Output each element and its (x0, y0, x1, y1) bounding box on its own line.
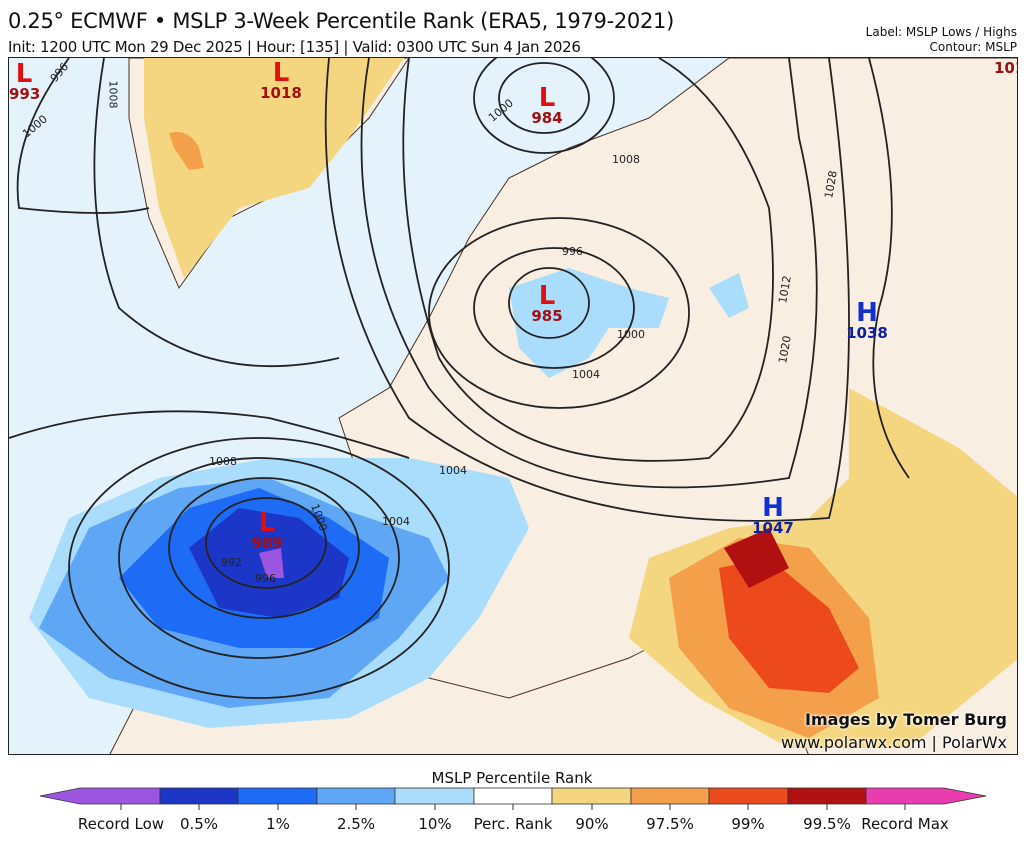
contour-label: 1008 (612, 153, 640, 166)
pressure-value: 993 (9, 85, 41, 103)
high-pressure-marker: H 1047 (751, 495, 795, 536)
contour-label: 996 (255, 572, 276, 585)
colorbar-segment (316, 787, 396, 805)
colorbar-label: 90% (575, 815, 609, 833)
colorbar-segment (630, 787, 710, 805)
map-subtitle: Init: 1200 UTC Mon 29 Dec 2025 | Hour: [… (8, 38, 581, 56)
contour-label: 1008 (209, 455, 237, 468)
pressure-value: 989 (251, 534, 283, 552)
colorbar-label: Perc. Rank (473, 815, 553, 833)
colorbar-segment (473, 787, 553, 805)
contour-label: 996 (562, 245, 583, 258)
colorbar-label: Record Low (77, 815, 165, 833)
low-symbol: L (15, 59, 33, 89)
colorbar (39, 787, 987, 810)
colorbar-segment (159, 787, 239, 805)
colorbar-label: 0.5% (179, 815, 219, 833)
colorbar-label: 10% (418, 815, 452, 833)
colorbar-title: MSLP Percentile Rank (431, 769, 593, 787)
colorbar-label: 2.5% (336, 815, 376, 833)
contour-info: Contour: MSLP (929, 40, 1017, 54)
map-shading (9, 58, 1017, 754)
pressure-value: 1038 (846, 324, 888, 342)
colorbar-segment (865, 787, 987, 805)
low-symbol: L (272, 58, 290, 88)
colorbar-segment (708, 787, 789, 805)
anomaly-rec-sw (259, 548, 284, 578)
pressure-value: 985 (531, 307, 563, 325)
pressure-value: 1018 (260, 84, 302, 102)
pressure-value: 984 (531, 109, 563, 127)
contour-label: 1004 (439, 464, 467, 477)
high-symbol: H (762, 493, 784, 523)
credit-website[interactable]: www.polarwx.com | PolarWx (780, 733, 1007, 752)
colorbar-label: 99% (731, 815, 765, 833)
low-pressure-marker-partial: 101 (994, 59, 1017, 77)
colorbar-segment (39, 787, 161, 805)
credit-author: Images by Tomer Burg (805, 710, 1007, 729)
weather-map: L 993 L 1018 L 984 L 985 L 989 H 1038 H … (8, 57, 1018, 755)
contour-label: 992 (221, 556, 242, 569)
contour-label: 1000 (617, 328, 645, 341)
map-title: 0.25° ECMWF • MSLP 3-Week Percentile Ran… (8, 9, 675, 33)
low-symbol: L (258, 508, 276, 538)
low-pressure-marker: L 1018 (259, 60, 303, 101)
low-pressure-marker: L 984 (527, 85, 567, 126)
label-info: Label: MSLP Lows / Highs (865, 25, 1017, 39)
colorbar-label: Record Max (861, 815, 949, 833)
anomaly-90-greenland (144, 58, 404, 278)
anomaly-995-east (724, 528, 789, 588)
anomaly-97-greenland (169, 132, 204, 170)
anomaly-99-east (719, 558, 859, 693)
low-symbol: L (538, 281, 556, 311)
low-pressure-marker: L 993 (9, 59, 41, 103)
low-pressure-marker: L 989 (247, 510, 287, 551)
low-pressure-marker: L 985 (527, 283, 567, 324)
contour-label: 1004 (382, 515, 410, 528)
contour-label: 1008 (106, 80, 120, 109)
low-symbol: L (538, 83, 556, 113)
colorbar-segment (394, 787, 475, 805)
colorbar-label: 1% (266, 815, 290, 833)
colorbar-segment (787, 787, 867, 805)
anomaly-10-baltic (509, 268, 669, 378)
contour-label: 1004 (572, 368, 600, 381)
colorbar-segment (551, 787, 632, 805)
high-symbol: H (856, 298, 878, 328)
high-pressure-marker: H 1038 (843, 300, 891, 341)
anomaly-10-russia (709, 273, 749, 318)
colorbar-label: 97.5% (646, 815, 694, 833)
colorbar-label: 99.5% (803, 815, 851, 833)
colorbar-segment (237, 787, 318, 805)
pressure-value: 101 (994, 59, 1017, 77)
pressure-value: 1047 (752, 519, 794, 537)
